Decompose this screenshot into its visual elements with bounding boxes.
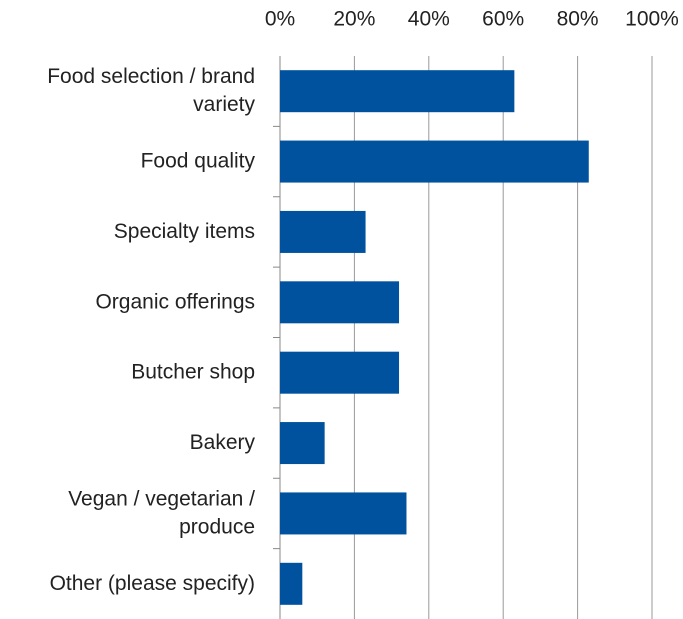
bar (280, 562, 303, 605)
bar (280, 422, 325, 465)
x-tick-label: 40% (408, 8, 450, 31)
y-tick-label: Food selection / brand variety (47, 65, 255, 116)
x-tick-label: 100% (625, 8, 679, 31)
bar (280, 351, 400, 394)
bar (280, 140, 589, 183)
x-tick-label: 60% (482, 8, 524, 31)
bar (280, 70, 515, 113)
y-tick-label: Butcher shop (131, 360, 255, 383)
y-tick-label: Specialty items (114, 219, 255, 242)
bar (280, 281, 400, 324)
x-tick-label: 80% (557, 8, 599, 31)
y-tick-label: Other (please specify) (50, 571, 255, 594)
y-tick-label: Vegan / vegetarian / produce (68, 487, 255, 538)
x-tick-label: 0% (265, 8, 295, 31)
bar (280, 210, 366, 253)
bar (280, 492, 407, 535)
y-tick-label: Bakery (190, 431, 256, 454)
y-tick-label: Organic offerings (95, 290, 255, 313)
x-tick-label: 20% (333, 8, 375, 31)
y-tick-label: Food quality (141, 149, 256, 172)
